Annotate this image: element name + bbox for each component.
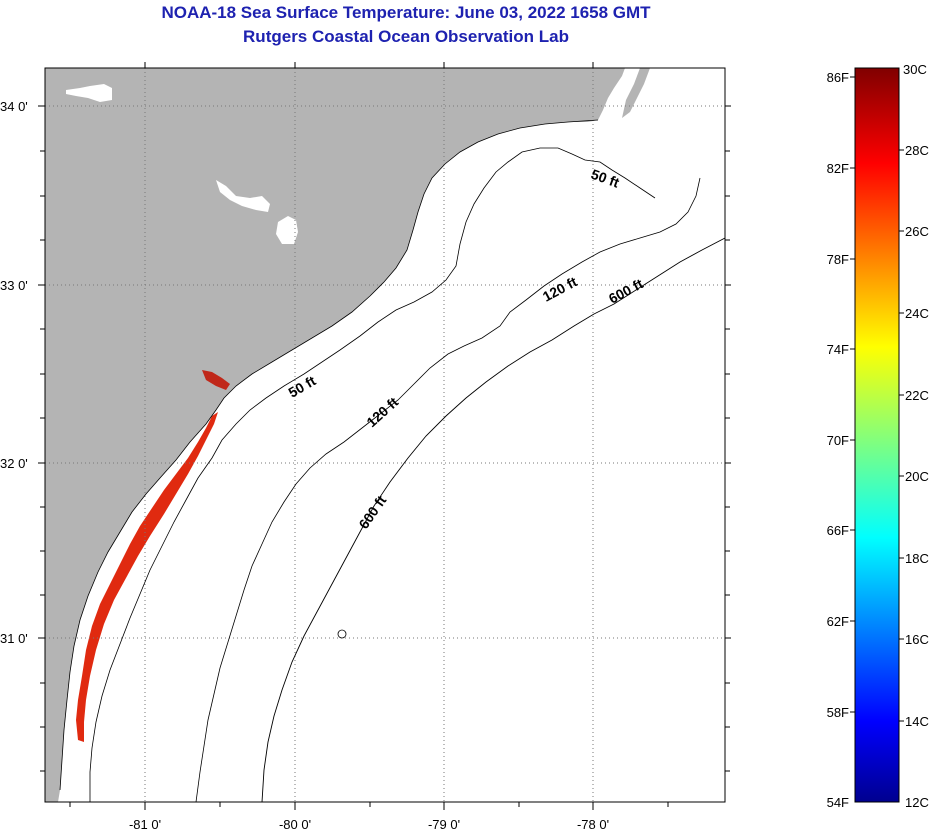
isobath-120ft	[195, 177, 701, 802]
colorbar-c-label: 16C	[905, 632, 929, 647]
colorbar-f-label: 66F	[827, 523, 849, 538]
colorbar-f-label: 62F	[827, 614, 849, 629]
isobath-50ft	[89, 147, 656, 802]
lat-label: 34 0'	[0, 99, 28, 114]
lat-label: 33 0'	[0, 278, 28, 293]
map-frame	[44, 67, 726, 803]
colorbar-f-label: 78F	[827, 252, 849, 267]
grid	[45, 68, 725, 802]
lon-label: -78 0'	[577, 817, 609, 832]
map-title: NOAA-18 Sea Surface Temperature: June 03…	[161, 3, 651, 22]
colorbar	[854, 67, 900, 803]
colorbar-ticks	[850, 76, 904, 722]
lat-label: 31 0'	[0, 631, 28, 646]
lake	[276, 216, 298, 244]
sst-patch	[202, 370, 230, 390]
colorbar-c-label: 22C	[905, 388, 929, 403]
coastline	[59, 119, 599, 791]
colorbar-c-label: 26C	[905, 224, 929, 239]
colorbar-f-label: 86F	[827, 70, 849, 85]
map-subtitle: Rutgers Coastal Ocean Observation Lab	[243, 27, 569, 46]
lat-label: 32 0'	[0, 456, 28, 471]
ticks	[38, 62, 731, 810]
colorbar-c-label: 28C	[905, 143, 929, 158]
colorbar-c-label: 30C	[903, 62, 927, 77]
seamount-contour	[337, 629, 347, 639]
lake	[66, 84, 112, 102]
lake	[216, 180, 270, 212]
isobath-600ft	[261, 237, 725, 802]
colorbar-c-label: 20C	[905, 469, 929, 484]
colorbar-f-label: 74F	[827, 342, 849, 357]
colorbar-c-label: 12C	[905, 795, 929, 810]
land-mass	[45, 68, 625, 802]
colorbar-c-label: 14C	[905, 714, 929, 729]
colorbar-f-label: 58F	[827, 705, 849, 720]
lon-label: -81 0'	[129, 817, 161, 832]
colorbar-f-label: 70F	[827, 433, 849, 448]
lon-label: -80 0'	[279, 817, 311, 832]
colorbar-f-label: 82F	[827, 161, 849, 176]
colorbar-c-label: 18C	[905, 551, 929, 566]
lon-label: -79 0'	[428, 817, 460, 832]
colorbar-c-label: 24C	[905, 306, 929, 321]
colorbar-f-label: 54F	[827, 795, 849, 810]
